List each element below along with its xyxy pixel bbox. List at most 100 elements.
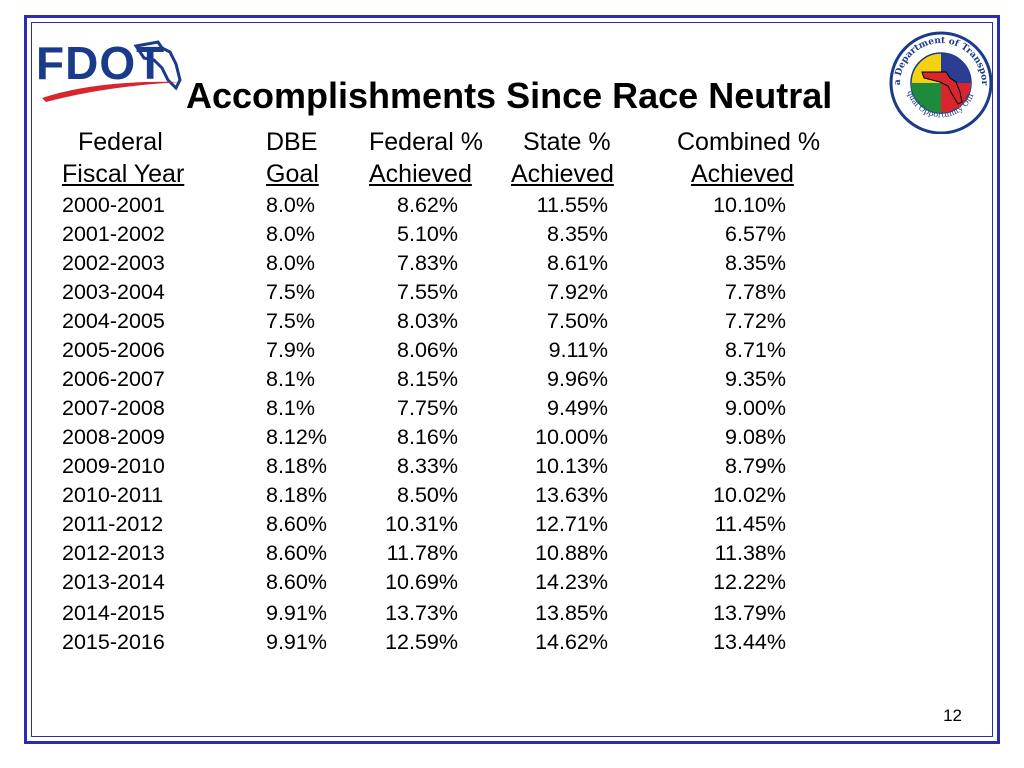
header-dbe-line2: Goal — [266, 160, 319, 188]
cell-state: 8.61% — [547, 251, 608, 275]
cell-goal: 8.18% — [266, 454, 327, 478]
slide-border-inner — [31, 22, 993, 737]
cell-year: 2010-2011 — [62, 483, 164, 507]
cell-combined: 9.08% — [725, 425, 786, 449]
cell-combined: 13.79% — [713, 601, 786, 625]
cell-state: 9.49% — [547, 396, 608, 420]
cell-federal: 11.78% — [386, 541, 458, 565]
header-state-line2: Achieved — [511, 160, 614, 188]
cell-goal: 8.1% — [266, 396, 316, 420]
cell-year: 2001-2002 — [62, 222, 165, 246]
cell-year: 2009-2010 — [62, 454, 165, 478]
cell-state: 14.62% — [535, 630, 608, 654]
cell-goal: 8.0% — [266, 222, 316, 246]
table-row: 2009-2010 8.18% 8.33% 10.13% 8.79% — [0, 452, 1024, 481]
table-row: 2006-2007 8.1% 8.15% 9.96% 9.35% — [0, 365, 1024, 394]
cell-year: 2011-2012 — [62, 512, 164, 536]
table-row: 2013-2014 8.60% 10.69% 14.23% 12.22% — [0, 568, 1024, 597]
cell-goal: 7.9% — [266, 338, 316, 362]
cell-year: 2012-2013 — [62, 541, 165, 565]
table-row: 2015-2016 9.91% 12.59% 14.62% 13.44% — [0, 628, 1024, 657]
table-row: 2004-2005 7.5% 8.03% 7.50% 7.72% — [0, 307, 1024, 336]
cell-state: 13.85% — [535, 601, 608, 625]
table-row: 2014-2015 9.91% 13.73% 13.85% 13.79% — [0, 599, 1024, 628]
table-row: 2001-2002 8.0% 5.10% 8.35% 6.57% — [0, 220, 1024, 249]
logo-text: FDOT — [36, 37, 166, 89]
page-number: 12 — [943, 706, 962, 725]
cell-combined: 10.02% — [713, 483, 786, 507]
cell-combined: 10.10% — [713, 193, 786, 217]
cell-federal: 8.62% — [397, 193, 458, 217]
table-row: 2008-2009 8.12% 8.16% 10.00% 9.08% — [0, 423, 1024, 452]
cell-federal: 8.06% — [397, 338, 458, 362]
cell-goal: 8.0% — [266, 193, 316, 217]
cell-federal: 8.33% — [397, 454, 458, 478]
cell-combined: 7.78% — [725, 280, 786, 304]
fdot-eeo-seal: Florida Department of Transportation Equ… — [883, 21, 996, 135]
cell-goal: 8.60% — [266, 570, 327, 594]
cell-goal: 8.12% — [266, 425, 327, 449]
header-state-line1: State % — [523, 128, 611, 156]
cell-federal: 7.75% — [397, 396, 458, 420]
cell-state: 14.23% — [535, 570, 608, 594]
slide-border-outer — [24, 15, 1000, 744]
cell-federal: 8.15% — [397, 367, 458, 391]
cell-goal: 8.60% — [266, 512, 327, 536]
cell-state: 13.63% — [535, 483, 608, 507]
header-dbe-line1: DBE — [266, 128, 318, 156]
cell-federal: 10.69% — [385, 570, 458, 594]
cell-year: 2013-2014 — [62, 570, 165, 594]
cell-combined: 12.22% — [713, 570, 786, 594]
cell-year: 2008-2009 — [62, 425, 165, 449]
cell-federal: 8.03% — [397, 309, 458, 333]
cell-goal: 8.1% — [266, 367, 316, 391]
cell-year: 2003-2004 — [62, 280, 165, 304]
cell-combined: 7.72% — [725, 309, 786, 333]
cell-state: 8.35% — [547, 222, 608, 246]
cell-federal: 8.16% — [397, 425, 458, 449]
table-row: 2012-2013 8.60% 11.78% 10.88% 11.38% — [0, 539, 1024, 568]
cell-year: 2000-2001 — [62, 193, 165, 217]
cell-combined: 11.38% — [714, 541, 786, 565]
cell-goal: 8.18% — [266, 483, 327, 507]
header-combined-line2: Achieved — [691, 160, 794, 188]
cell-combined: 8.79% — [725, 454, 786, 478]
cell-federal: 8.50% — [397, 483, 458, 507]
cell-combined: 13.44% — [713, 630, 786, 654]
cell-goal: 7.5% — [266, 280, 316, 304]
cell-federal: 10.31% — [385, 512, 458, 536]
cell-combined: 9.35% — [725, 367, 786, 391]
cell-federal: 13.73% — [385, 601, 458, 625]
slide-title: Accomplishments Since Race Neutral — [186, 75, 833, 116]
cell-year: 2006-2007 — [62, 367, 165, 391]
cell-state: 10.88% — [535, 541, 608, 565]
fdot-logo: FDOT — [36, 36, 186, 102]
table-row: 2011-2012 8.60% 10.31% 12.71% 11.45% — [0, 510, 1024, 539]
header-combined-line1: Combined % — [677, 128, 821, 156]
cell-goal: 8.0% — [266, 251, 316, 275]
cell-goal: 9.91% — [266, 601, 327, 625]
cell-combined: 8.35% — [725, 251, 786, 275]
header-fiscal-year-line1: Federal — [78, 128, 163, 156]
cell-combined: 8.71% — [725, 338, 786, 362]
cell-federal: 7.55% — [397, 280, 458, 304]
cell-year: 2007-2008 — [62, 396, 165, 420]
cell-state: 10.13% — [535, 454, 608, 478]
swoosh-icon — [42, 81, 182, 102]
cell-combined: 9.00% — [725, 396, 786, 420]
table-row: 2007-2008 8.1% 7.75% 9.49% 9.00% — [0, 394, 1024, 423]
cell-state: 9.11% — [548, 338, 608, 362]
cell-goal: 9.91% — [266, 630, 327, 654]
header-federal-line1: Federal % — [369, 128, 483, 156]
cell-year: 2004-2005 — [62, 309, 165, 333]
cell-combined: 11.45% — [714, 512, 786, 536]
cell-year: 2005-2006 — [62, 338, 165, 362]
table-row: 2010-2011 8.18% 8.50% 13.63% 10.02% — [0, 481, 1024, 510]
cell-goal: 8.60% — [266, 541, 327, 565]
table-row: 2003-2004 7.5% 7.55% 7.92% 7.78% — [0, 278, 1024, 307]
table-row: 2000-2001 8.0% 8.62% 11.55% 10.10% — [0, 191, 1024, 220]
table-row: 2005-2006 7.9% 8.06% 9.11% 8.71% — [0, 336, 1024, 365]
cell-state: 7.92% — [547, 280, 608, 304]
cell-federal: 5.10% — [397, 222, 458, 246]
cell-combined: 6.57% — [725, 222, 786, 246]
